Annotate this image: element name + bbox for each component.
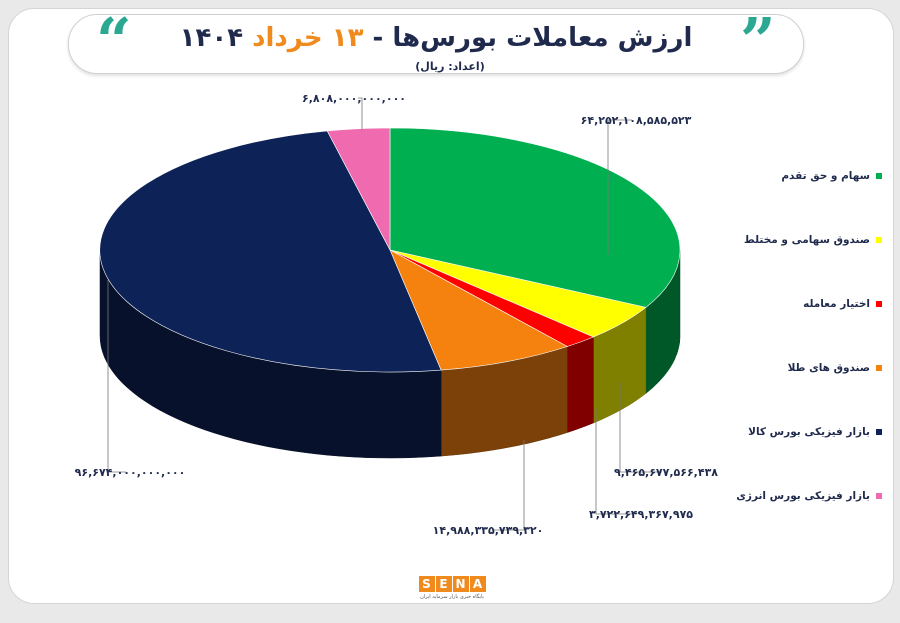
title-date: ۱۳ خرداد: [252, 23, 364, 53]
logo-letter-4: A: [469, 576, 486, 592]
legend-label: صندوق های طلا: [787, 362, 870, 374]
legend-item-4: صندوق های طلا: [788, 362, 882, 374]
pie-slices: [99, 127, 681, 373]
legend-item-3: اختیار معامله: [803, 298, 882, 310]
legend-label: بازار فیزیکی بورس انرژی: [736, 490, 870, 502]
legend-item-5: بازار فیزیکی بورس کالا: [748, 426, 882, 438]
slice-5-data-label: ۹۶,۶۷۴,۰۰۰,۰۰۰,۰۰۰: [75, 466, 186, 479]
slice-4-leader-line: [492, 440, 525, 531]
title-banner: ارزش معاملات بورس‌ها - ۱۳ خرداد ۱۴۰۴: [68, 14, 804, 74]
slice-3-leader-line: [595, 408, 637, 515]
legend-item-2: صندوق سهامی و مختلط: [744, 234, 882, 246]
slice-6: [326, 127, 391, 251]
slice-2-leader-line: [619, 382, 662, 473]
quote-open-icon: “: [96, 4, 132, 77]
title-main: ارزش معاملات بورس‌ها -: [372, 23, 693, 53]
unit-label: (اعداد: ریال): [415, 60, 485, 73]
legend-swatch: [876, 493, 882, 499]
title-year: ۱۴۰۴: [179, 23, 244, 53]
slice-5-leader-line: [107, 280, 126, 473]
pie-sides: [99, 249, 681, 459]
slice-1-data-label: ۶۴,۲۵۲,۱۰۸,۵۸۵,۵۲۳: [581, 114, 692, 127]
logo-letter-2: E: [435, 576, 452, 592]
legend-label: سهام و حق تقدم: [781, 170, 870, 182]
logo-subtitle: پایگاه خبری بازار سرمایه ایران: [420, 594, 484, 600]
slice-4: [389, 249, 569, 371]
slice-1-leader-line: [607, 119, 632, 255]
legend-swatch: [876, 237, 882, 243]
legend-label: بازار فیزیکی بورس کالا: [748, 426, 870, 438]
slice-2-data-label: ۹,۴۶۵,۶۷۷,۵۶۶,۴۳۸: [614, 466, 718, 479]
logo-letter-3: N: [452, 576, 469, 592]
slice-3-side: [567, 336, 594, 433]
slice-6-leader-line: [358, 97, 363, 130]
legend-item-1: سهام و حق تقدم: [781, 170, 882, 182]
pie-labels: ۶۴,۲۵۲,۱۰۸,۵۸۵,۵۲۳ ۹,۴۶۵,۶۷۷,۵۶۶,۴۳۸ ۳,۷۲۲…: [75, 92, 719, 537]
legend-label: صندوق سهامی و مختلط: [743, 234, 870, 246]
legend-swatch: [876, 365, 882, 371]
slice-1: [389, 127, 681, 308]
quote-close-icon: ”: [740, 4, 776, 77]
chart-title: ارزش معاملات بورس‌ها - ۱۳ خرداد ۱۴۰۴: [69, 23, 803, 53]
slice-4-data-label: ۱۴,۹۸۸,۳۳۵,۷۳۹,۳۲۰: [433, 524, 544, 537]
slice-6-data-label: ۶,۸۰۸,۰۰۰,۰۰۰,۰۰۰: [302, 92, 406, 105]
legend-label: اختیار معامله: [803, 298, 870, 310]
logo-letter-1: S: [418, 576, 435, 592]
legend-swatch: [876, 173, 882, 179]
slice-5: [99, 130, 442, 373]
slice-3-data-label: ۳,۷۲۲,۶۴۹,۳۶۷,۹۷۵: [589, 508, 693, 521]
legend-swatch: [876, 429, 882, 435]
legend-swatch: [876, 301, 882, 307]
legend-item-6: بازار فیزیکی بورس انرژی: [736, 490, 882, 502]
